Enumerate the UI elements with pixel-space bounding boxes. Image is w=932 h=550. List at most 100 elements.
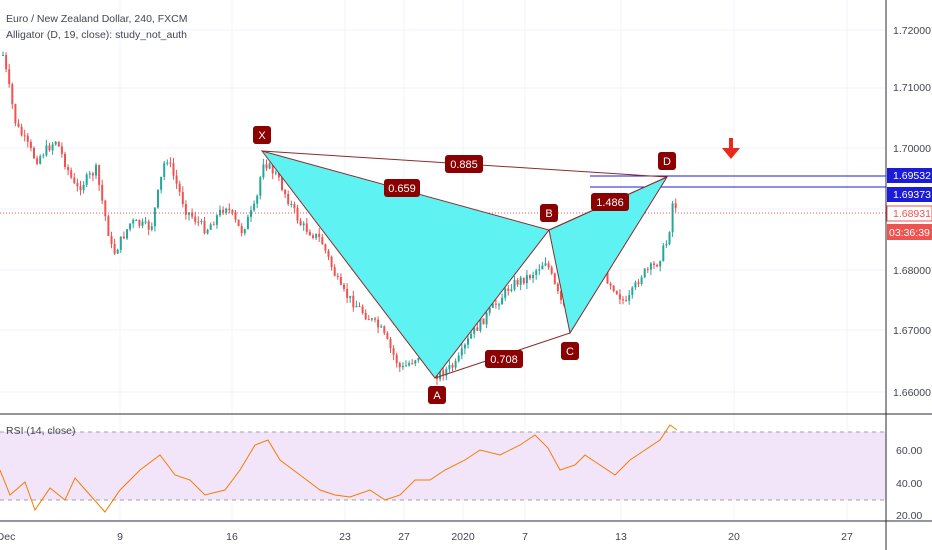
ratio-bd-bg — [591, 193, 629, 211]
candle-body — [262, 164, 265, 178]
candle-body — [401, 365, 404, 368]
candle-body — [612, 285, 615, 292]
candle-body — [231, 210, 234, 213]
candle-body — [98, 165, 101, 185]
candle-body — [653, 263, 655, 265]
candle-body — [377, 319, 380, 328]
ratio-ac-label: 0.708 — [490, 354, 518, 366]
candle-body — [172, 163, 175, 176]
candle-body — [482, 318, 485, 325]
candle-body — [215, 215, 218, 225]
candle-body — [150, 226, 153, 230]
candle-body — [206, 229, 209, 234]
candle-body — [457, 355, 460, 362]
candle-body — [339, 277, 342, 285]
candle-body — [442, 370, 445, 376]
time-tick: 7 — [522, 531, 528, 543]
price-tick: 1.66000 — [893, 387, 931, 399]
candle-body — [107, 216, 110, 236]
price-tick: 1.70000 — [893, 143, 931, 155]
time-tick: 27 — [398, 531, 410, 543]
candle-body — [622, 299, 624, 301]
candle-body — [277, 172, 280, 178]
candle-body — [175, 175, 178, 184]
candle-body — [659, 260, 662, 267]
candle-body — [501, 297, 504, 305]
candle-body — [498, 304, 500, 306]
candle-body — [188, 212, 190, 215]
candle-body — [519, 277, 522, 285]
candle-body — [76, 183, 79, 187]
candle-body — [532, 274, 535, 279]
candle-body — [95, 165, 97, 176]
candle-body — [246, 216, 249, 230]
candle-body — [553, 273, 556, 284]
time-tick: 16 — [226, 531, 238, 543]
candle-body — [228, 208, 231, 211]
arrow-down-icon — [722, 138, 740, 159]
candle-body — [476, 327, 479, 331]
candle-body — [82, 184, 85, 191]
candle-body — [541, 265, 544, 270]
point-c-bg — [561, 342, 579, 360]
candle-body — [200, 220, 203, 222]
candle-body — [473, 327, 476, 334]
candle-body — [113, 244, 116, 254]
candle-body — [234, 212, 237, 220]
candle-body — [318, 233, 321, 238]
candle-body — [88, 173, 91, 175]
candle-body — [352, 295, 355, 308]
candle-body — [23, 135, 26, 137]
time-tick: 23 — [339, 531, 351, 543]
candle-body — [20, 126, 23, 136]
candle-body — [395, 354, 398, 364]
candle-body — [374, 318, 376, 320]
candle-body — [364, 312, 367, 320]
rsi-axis[interactable]: 60.00 40.00 20.00 — [896, 445, 922, 522]
candle-body — [194, 216, 197, 222]
candle-body — [147, 221, 150, 230]
point-d-label: D — [663, 156, 671, 168]
candle-body — [104, 200, 107, 217]
time-tick: 2020 — [451, 531, 475, 543]
price-axis[interactable]: 1.72000 1.71000 1.70000 1.68000 1.67000 … — [893, 25, 931, 399]
candle-body — [70, 170, 73, 178]
candle-body — [29, 141, 32, 148]
candle-body — [39, 156, 42, 164]
candle-body — [470, 333, 473, 339]
candle-body — [85, 174, 88, 185]
candle-body — [166, 162, 169, 164]
last-price-tag-bg — [886, 205, 932, 222]
candle-body — [324, 244, 327, 251]
ratio-ac-bg — [485, 350, 523, 368]
symbol-title[interactable]: Euro / New Zealand Dollar, 240, FXCM — [6, 13, 188, 25]
candle-body — [606, 270, 609, 284]
time-axis[interactable]: Dec 9 16 23 27 2020 7 13 20 27 — [0, 531, 853, 543]
candle-body — [296, 208, 299, 221]
indicator-title[interactable]: Alligator (D, 19, close): study_not_auth — [6, 29, 187, 41]
candle-body — [392, 348, 395, 355]
candle-body — [8, 69, 11, 85]
ratio-xd-label: 0.885 — [450, 159, 478, 171]
candle-body — [346, 288, 349, 298]
candle-body — [302, 223, 305, 226]
rsi-title[interactable]: RSI (14, close) — [6, 425, 76, 437]
candle-body — [36, 158, 39, 164]
candle-body — [169, 162, 172, 164]
candle-body — [405, 365, 407, 367]
candle-body — [411, 363, 414, 365]
candle-body — [271, 163, 274, 174]
candle-body — [101, 184, 104, 201]
candle-body — [631, 287, 634, 295]
candle-body — [14, 104, 17, 124]
candle-body — [550, 267, 553, 274]
candle-body — [615, 291, 618, 295]
candle-body — [184, 204, 187, 215]
price-tick: 1.68000 — [893, 265, 931, 277]
candle-body — [491, 303, 494, 308]
candle-body — [129, 223, 132, 230]
candle-body — [358, 306, 361, 308]
candle-body — [671, 203, 674, 233]
candle-body — [656, 264, 659, 267]
